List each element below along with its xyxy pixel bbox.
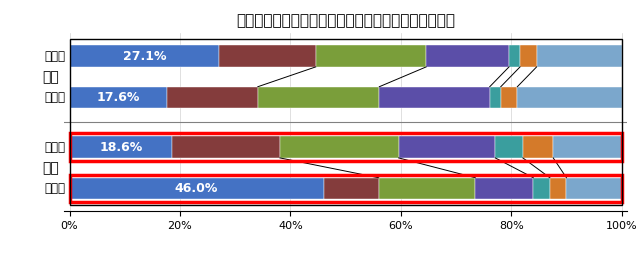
Bar xyxy=(70,178,323,199)
Bar xyxy=(520,45,537,67)
Bar xyxy=(509,45,520,67)
Bar xyxy=(533,178,550,199)
Text: 46.0%: 46.0% xyxy=(175,182,218,195)
Bar xyxy=(399,136,495,158)
Text: 保護者: 保護者 xyxy=(44,49,65,63)
Bar xyxy=(70,87,166,108)
Bar xyxy=(166,87,258,108)
Bar xyxy=(500,87,517,108)
Bar xyxy=(426,45,509,67)
Bar xyxy=(495,136,523,158)
Text: 家族: 家族 xyxy=(42,70,59,84)
Bar xyxy=(537,45,621,67)
Bar xyxy=(380,87,490,108)
Bar xyxy=(280,136,399,158)
Bar xyxy=(523,136,553,158)
Bar xyxy=(70,45,219,67)
Bar xyxy=(323,178,379,199)
Text: 青少年: 青少年 xyxy=(44,182,65,195)
Text: 青少年: 青少年 xyxy=(44,91,65,104)
Bar xyxy=(476,178,533,199)
Bar xyxy=(316,45,426,67)
Bar xyxy=(379,178,476,199)
Text: 友人: 友人 xyxy=(42,161,59,175)
Bar xyxy=(490,87,500,108)
Bar xyxy=(553,136,621,158)
Bar xyxy=(550,178,566,199)
Bar xyxy=(219,45,316,67)
Bar xyxy=(258,87,380,108)
Title: 親しい相手とのオンラインコミュニケーションの頻度: 親しい相手とのオンラインコミュニケーションの頻度 xyxy=(236,13,455,28)
Bar xyxy=(172,136,280,158)
Text: 17.6%: 17.6% xyxy=(97,91,140,104)
Bar xyxy=(70,136,172,158)
Text: 保護者: 保護者 xyxy=(44,141,65,154)
Text: 27.1%: 27.1% xyxy=(123,49,166,63)
Bar xyxy=(517,87,621,108)
Bar xyxy=(566,178,621,199)
Text: 18.6%: 18.6% xyxy=(99,141,143,154)
